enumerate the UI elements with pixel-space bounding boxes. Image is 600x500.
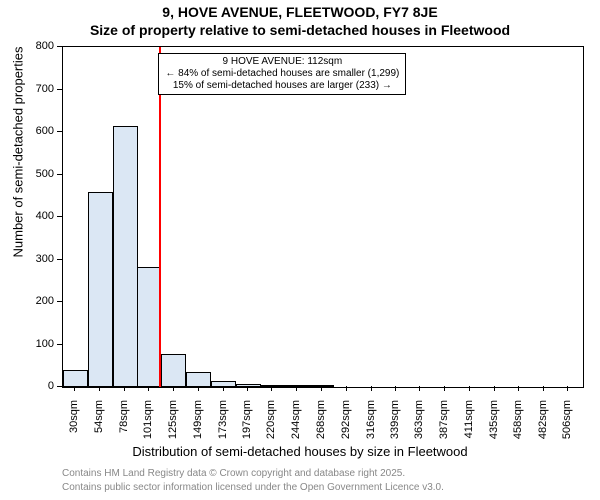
x-tick-mark [444, 386, 445, 391]
x-tick-mark [124, 386, 125, 391]
y-tick-label: 800 [36, 40, 54, 52]
histogram-bar [285, 385, 310, 387]
x-tick-mark [148, 386, 149, 391]
x-tick-mark [296, 386, 297, 391]
x-tick-label: 220sqm [265, 400, 277, 448]
y-tick-mark [57, 344, 62, 345]
histogram-bar [161, 354, 186, 387]
x-tick-label: 435sqm [488, 400, 500, 448]
x-tick-mark [518, 386, 519, 391]
x-tick-label: 125sqm [167, 400, 179, 448]
histogram-bar [260, 385, 285, 387]
y-tick-label: 600 [36, 125, 54, 137]
chart-container: 9, HOVE AVENUE, FLEETWOOD, FY7 8JE Size … [0, 0, 600, 500]
y-tick-mark [57, 131, 62, 132]
y-tick-mark [57, 174, 62, 175]
annotation-line2: ← 84% of semi-detached houses are smalle… [165, 68, 399, 80]
x-tick-label: 101sqm [142, 400, 154, 448]
y-axis-label: Number of semi-detached properties [11, 178, 26, 258]
chart-title-line2: Size of property relative to semi-detach… [0, 22, 600, 38]
x-tick-mark [346, 386, 347, 391]
x-tick-label: 173sqm [217, 400, 229, 448]
y-tick-label: 700 [36, 83, 54, 95]
histogram-bar [211, 381, 236, 387]
y-tick-mark [57, 301, 62, 302]
x-tick-mark [567, 386, 568, 391]
x-tick-mark [271, 386, 272, 391]
plot-area: 9 HOVE AVENUE: 112sqm ← 84% of semi-deta… [62, 46, 584, 388]
x-tick-mark [543, 386, 544, 391]
x-tick-label: 411sqm [463, 400, 475, 448]
histogram-bar [186, 372, 211, 387]
x-tick-mark [494, 386, 495, 391]
x-tick-mark [74, 386, 75, 391]
y-tick-label: 300 [36, 253, 54, 265]
histogram-bar [236, 384, 261, 387]
x-tick-label: 268sqm [315, 400, 327, 448]
x-tick-mark [395, 386, 396, 391]
x-tick-mark [371, 386, 372, 391]
y-tick-mark [57, 46, 62, 47]
x-tick-mark [419, 386, 420, 391]
x-tick-label: 458sqm [512, 400, 524, 448]
x-tick-label: 387sqm [438, 400, 450, 448]
x-tick-label: 30sqm [68, 400, 80, 448]
x-tick-mark [173, 386, 174, 391]
y-tick-mark [57, 89, 62, 90]
x-tick-label: 197sqm [241, 400, 253, 448]
x-tick-mark [223, 386, 224, 391]
x-tick-mark [198, 386, 199, 391]
histogram-bar [63, 370, 88, 387]
x-tick-label: 482sqm [537, 400, 549, 448]
y-tick-label: 100 [36, 338, 54, 350]
x-tick-label: 244sqm [290, 400, 302, 448]
histogram-bar [137, 267, 162, 387]
x-tick-label: 78sqm [118, 400, 130, 448]
y-tick-label: 200 [36, 295, 54, 307]
y-tick-label: 400 [36, 210, 54, 222]
footer-line2: Contains public sector information licen… [62, 482, 600, 493]
y-tick-mark [57, 259, 62, 260]
x-tick-label: 339sqm [389, 400, 401, 448]
annotation-line1: 9 HOVE AVENUE: 112sqm [165, 56, 399, 68]
histogram-bar [310, 385, 335, 387]
annotation-line3: 15% of semi-detached houses are larger (… [165, 80, 399, 92]
y-tick-mark [57, 216, 62, 217]
x-tick-label: 316sqm [365, 400, 377, 448]
x-tick-label: 363sqm [413, 400, 425, 448]
x-tick-label: 506sqm [561, 400, 573, 448]
x-tick-mark [321, 386, 322, 391]
chart-title-line1: 9, HOVE AVENUE, FLEETWOOD, FY7 8JE [0, 4, 600, 20]
x-tick-mark [247, 386, 248, 391]
x-tick-mark [469, 386, 470, 391]
y-tick-mark [57, 386, 62, 387]
reference-vline [159, 47, 161, 387]
x-tick-label: 54sqm [93, 400, 105, 448]
y-tick-label: 0 [48, 380, 54, 392]
annotation-box: 9 HOVE AVENUE: 112sqm ← 84% of semi-deta… [158, 53, 406, 95]
x-tick-mark [99, 386, 100, 391]
histogram-bar [88, 192, 113, 387]
histogram-bar [113, 126, 138, 387]
footer-line1: Contains HM Land Registry data © Crown c… [62, 468, 600, 479]
x-tick-label: 149sqm [192, 400, 204, 448]
y-tick-label: 500 [36, 168, 54, 180]
x-tick-label: 292sqm [340, 400, 352, 448]
